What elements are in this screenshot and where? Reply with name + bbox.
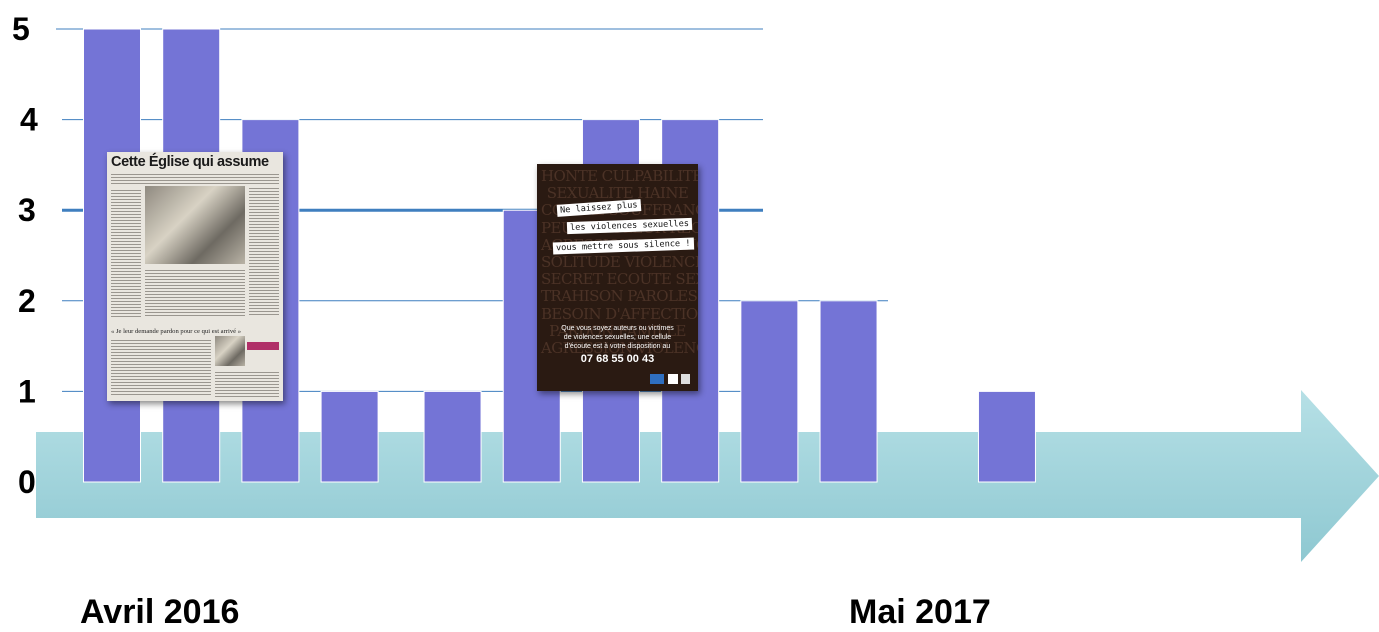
poster-body-line: d'écoute est à votre disposition au: [564, 343, 671, 350]
clipping-column: [111, 338, 211, 396]
poster-word-line: SEXUALITE HAINE: [546, 184, 689, 203]
bar: [740, 300, 799, 483]
poster-word-line: AGRESSION VIOLENCE: [541, 339, 698, 358]
poster-body-line: Que vous soyez auteurs ou victimes: [561, 325, 674, 332]
y-tick-label: 1: [18, 373, 36, 409]
clipping-column: [111, 188, 141, 318]
bar: [423, 390, 482, 483]
poster-word-line: SECRET ECOUTE SEXE: [541, 270, 698, 289]
clipping-portrait: [215, 336, 245, 366]
clipping-subhead-lines: [111, 172, 279, 186]
y-tick-label: 2: [18, 283, 36, 319]
poster-word-line: HONTE CULPABILITE: [541, 167, 698, 185]
bar: [320, 390, 379, 483]
poster-word-line: BESOIN D'AFFECTION: [541, 304, 698, 323]
y-tick-label: 4: [20, 102, 38, 138]
x-start-label: Avril 2016: [80, 593, 240, 631]
poster-phone: 07 68 55 00 43: [580, 353, 655, 365]
bar: [977, 390, 1036, 483]
y-tick-label: 5: [12, 11, 30, 47]
x-end-label: Mai 2017: [849, 593, 991, 631]
poster-body: Que vous soyez auteurs ou victimes de vi…: [541, 324, 694, 351]
poster-word-line: SOLITUDE VIOLENCE: [541, 253, 698, 272]
poster-logos: [650, 374, 690, 384]
clipping-column: [215, 370, 279, 398]
poster-word-line: TRAHISON PAROLES: [541, 287, 698, 306]
clipping-tag: [247, 342, 279, 350]
poster-body-line: de violences sexuelles, une cellule: [563, 334, 672, 341]
y-tick-label: 3: [18, 192, 36, 228]
poster-word-line: PARDON FAMILLE: [549, 321, 686, 340]
clipping-column: [145, 268, 245, 318]
clipping-headline: Cette Église qui assume: [111, 154, 269, 170]
newspaper-clipping: Cette Église qui assume « Je leur demand…: [107, 152, 283, 401]
clipping-quote: « Je leur demande pardon pour ce qui est…: [111, 328, 241, 335]
bar: [819, 300, 878, 483]
y-tick-label: 0: [18, 464, 36, 500]
clipping-photo: [145, 186, 245, 264]
clipping-column: [249, 186, 279, 316]
